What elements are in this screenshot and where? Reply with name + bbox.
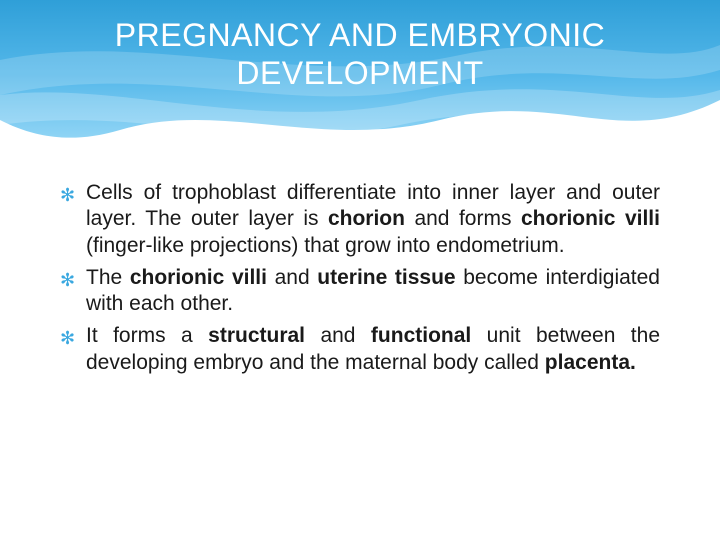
asterisk-icon: ✻ xyxy=(60,265,86,289)
bullet-item: ✻Cells of trophoblast differentiate into… xyxy=(60,180,660,259)
bullet-text: The chorionic villi and uterine tissue b… xyxy=(86,265,660,318)
slide: PREGNANCY AND EMBRYONIC DEVELOPMENT ✻Cel… xyxy=(0,0,720,540)
bullet-item: ✻It forms a structural and functional un… xyxy=(60,323,660,376)
bullet-item: ✻The chorionic villi and uterine tissue … xyxy=(60,265,660,318)
bullet-text: It forms a structural and functional uni… xyxy=(86,323,660,376)
asterisk-icon: ✻ xyxy=(60,180,86,204)
body-text-area: ✻Cells of trophoblast differentiate into… xyxy=(60,180,660,382)
slide-title: PREGNANCY AND EMBRYONIC DEVELOPMENT xyxy=(0,10,720,93)
title-banner: PREGNANCY AND EMBRYONIC DEVELOPMENT xyxy=(0,0,720,150)
bullet-text: Cells of trophoblast differentiate into … xyxy=(86,180,660,259)
asterisk-icon: ✻ xyxy=(60,323,86,347)
